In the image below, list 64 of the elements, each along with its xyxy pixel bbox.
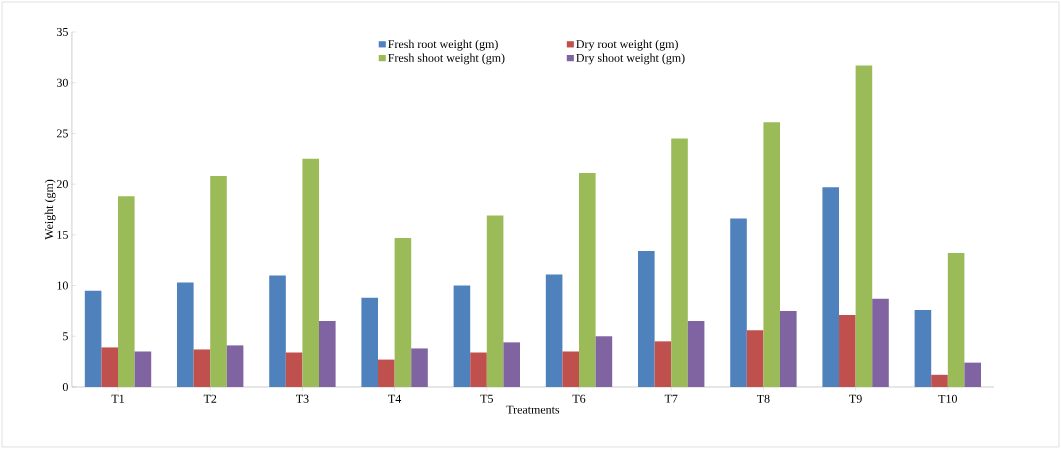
x-tick-label: T5 [480, 394, 493, 403]
x-axis-title: Treatments [506, 405, 560, 414]
bar [177, 282, 194, 387]
x-tick-label: T6 [572, 394, 586, 403]
bar [964, 362, 982, 387]
x-tick-label: T3 [295, 394, 309, 403]
x-tick-label: T4 [388, 394, 402, 403]
bar [470, 352, 487, 387]
bar [671, 138, 688, 387]
y-tick-label: 35 [57, 27, 68, 36]
bar [839, 314, 856, 387]
bar [319, 321, 336, 387]
y-tick-label: 5 [63, 332, 68, 341]
y-tick-label: 10 [57, 281, 68, 290]
x-tick-label: T8 [756, 394, 770, 403]
bar [822, 187, 840, 387]
bar [780, 310, 797, 387]
x-tick-label: T10 [938, 394, 957, 403]
bar [746, 330, 764, 387]
bar [394, 237, 412, 387]
bar [545, 274, 563, 387]
bar [872, 298, 889, 387]
bar [947, 253, 965, 387]
y-tick-label: 30 [57, 78, 68, 87]
y-tick-label: 0 [62, 382, 68, 392]
x-tick-label: T7 [664, 394, 678, 403]
bar [763, 122, 781, 387]
bar [361, 297, 379, 387]
bar [302, 158, 320, 387]
bar [378, 359, 395, 387]
y-tick-label: 15 [57, 230, 68, 239]
bar [226, 345, 244, 387]
legend-label: Dry shoot weight (gm) [576, 53, 685, 65]
x-tick-label: T1 [111, 394, 124, 403]
bar [84, 290, 102, 387]
bar [453, 285, 471, 387]
bar [210, 176, 227, 387]
bar [193, 349, 211, 387]
y-axis-title: Weight (gm) [44, 179, 56, 240]
bar [687, 321, 705, 387]
legend-label: Fresh shoot weight (gm) [388, 53, 505, 65]
bar [855, 65, 873, 387]
bar [101, 347, 119, 387]
y-tick-label: 20 [56, 180, 68, 189]
bar [411, 348, 428, 387]
legend-label: Fresh root weight (gm) [388, 39, 498, 51]
bar [134, 351, 152, 387]
x-tick-label: T2 [203, 394, 217, 403]
bar [486, 215, 504, 387]
x-tick-label: T9 [849, 394, 862, 403]
bar [638, 251, 655, 387]
bar [730, 218, 747, 387]
bar [285, 352, 303, 387]
bar [595, 336, 613, 387]
bar [914, 309, 932, 387]
y-tick-label: 25 [56, 129, 68, 138]
bar [118, 196, 135, 387]
bar [269, 275, 286, 387]
legend-label: Dry root weight (gm) [576, 39, 678, 51]
bar [654, 341, 672, 387]
bar [931, 374, 948, 387]
bar [562, 351, 580, 387]
bar [503, 342, 521, 387]
bar [579, 172, 596, 387]
